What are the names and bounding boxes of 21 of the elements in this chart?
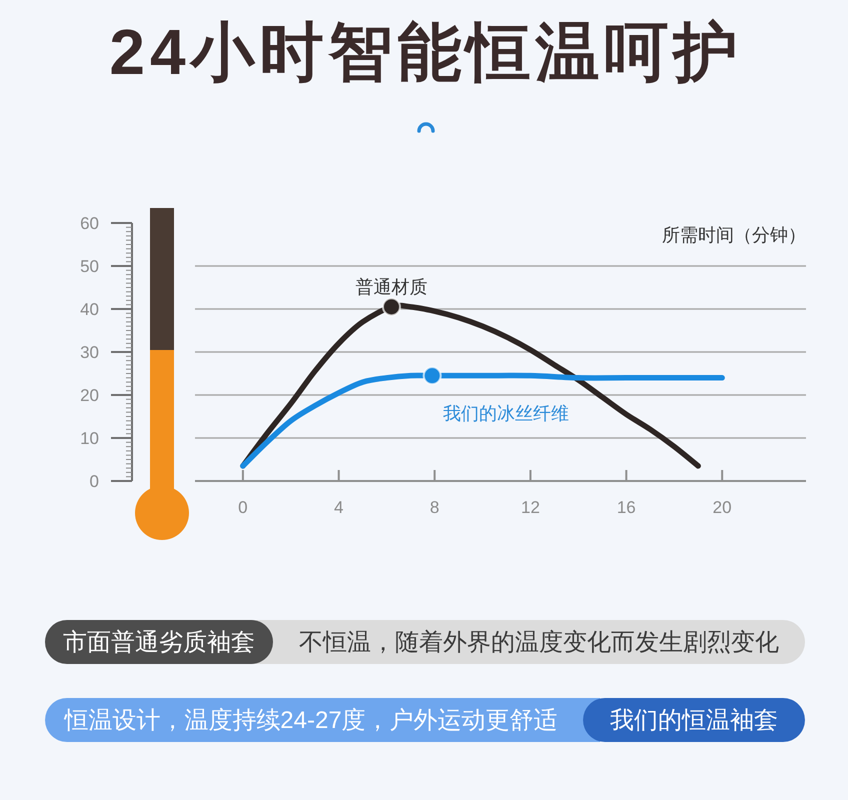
x-tick-label: 8 — [430, 498, 440, 517]
y-tick-label: 60 — [80, 214, 99, 233]
x-tick-label: 0 — [238, 498, 248, 517]
x-tick-label: 20 — [712, 498, 732, 517]
x-tick-label: 12 — [520, 498, 540, 517]
y-tick-label: 20 — [80, 386, 99, 405]
note: 我们的恒温袖套 — [610, 707, 778, 734]
y-tick-label: 40 — [80, 300, 99, 319]
x-tick-label: 4 — [334, 498, 344, 517]
y-tick-label: 0 — [90, 472, 99, 491]
note: 不恒温，随着外界的温度变化而发生剧烈变化 — [299, 629, 779, 656]
series-label: 我们的冰丝纤维 — [443, 404, 570, 424]
y-tick-label: 10 — [80, 429, 99, 448]
chart-title: 24小时智能恒温呵护 — [109, 16, 743, 88]
y-tick-label: 30 — [80, 343, 99, 362]
note: 恒温设计，温度持续24-27度，户外运动更舒适 — [64, 707, 558, 734]
note: 市面普通劣质袖套 — [63, 629, 255, 656]
y-tick-label: 50 — [80, 257, 99, 276]
x-axis-title: 所需时间（分钟） — [662, 225, 806, 245]
series-label: 普通材质 — [355, 276, 428, 297]
x-tick-label: 16 — [616, 498, 636, 517]
